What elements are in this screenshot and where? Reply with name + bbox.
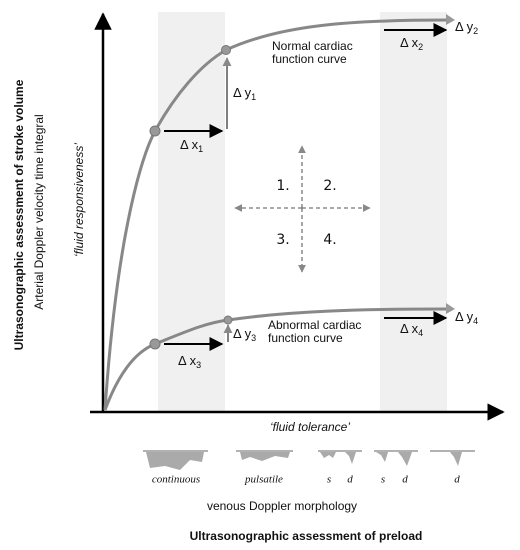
point xyxy=(149,125,161,137)
y-subtitle: Arterial Doppler velocity time integral xyxy=(32,114,46,309)
waveform xyxy=(320,452,356,464)
delta-symbol: Δ x xyxy=(180,137,199,152)
delta-label: Δ y3 xyxy=(233,326,256,343)
curve-label: Normal cardiac xyxy=(272,39,353,53)
delta-sub: 4 xyxy=(473,316,478,326)
quadrant-label: 3. xyxy=(276,232,289,248)
delta-symbol: Δ y xyxy=(233,85,252,100)
y-title: Ultrasonographic assessment of stroke vo… xyxy=(12,79,26,350)
waveform-label: s xyxy=(381,474,385,486)
delta-sub: 2 xyxy=(473,26,478,36)
waveform-label: d xyxy=(454,474,460,486)
delta-sub: 3 xyxy=(251,333,256,343)
x-concept: ‘fluid tolerance’ xyxy=(270,420,350,434)
delta-label: Δ x2 xyxy=(400,35,423,52)
point xyxy=(221,45,231,55)
delta-sub: 2 xyxy=(418,42,423,52)
waveform-label: pulsatile xyxy=(244,474,283,486)
point xyxy=(149,338,161,350)
delta-label: Δ y1 xyxy=(233,85,256,102)
waveform xyxy=(450,452,462,466)
quadrant-label: 2. xyxy=(323,178,336,194)
delta-symbol: Δ x xyxy=(178,353,197,368)
delta-label: Δ x4 xyxy=(400,321,423,338)
quadrant-label: 4. xyxy=(323,232,336,248)
waveform-label: s xyxy=(327,474,331,486)
normal-curve xyxy=(103,18,449,411)
venous-title: venous Doppler morphology xyxy=(207,499,357,513)
x-title: Ultrasonographic assessment of preload xyxy=(190,529,423,543)
waveform-label: d xyxy=(347,474,353,486)
curve-label: function curve xyxy=(272,52,347,66)
waveform-label: continuous xyxy=(152,474,200,486)
delta-label: Δ x3 xyxy=(178,353,201,370)
shaded-band xyxy=(380,12,447,412)
abnormal-curve xyxy=(103,307,449,411)
curve-label: Abnormal cardiac xyxy=(268,318,361,332)
delta-label: Δ y4 xyxy=(455,309,478,326)
delta-sub: 1 xyxy=(198,144,203,154)
y-concept: ‘fluid responsiveness’ xyxy=(72,143,86,257)
shaded-band xyxy=(158,12,225,412)
waveforms xyxy=(143,450,475,470)
delta-sub: 1 xyxy=(251,92,256,102)
waveform xyxy=(240,452,290,461)
quadrant-label: 1. xyxy=(276,178,289,194)
waveform-label: d xyxy=(402,474,408,486)
curve-end xyxy=(446,303,455,314)
waveform xyxy=(376,452,412,466)
delta-label: Δ y2 xyxy=(455,19,478,36)
delta-sub: 3 xyxy=(196,360,201,370)
delta-symbol: Δ y xyxy=(455,19,474,34)
curve-label: function curve xyxy=(268,331,343,345)
curve-end xyxy=(446,14,455,25)
delta-symbol: Δ y xyxy=(455,309,474,324)
point xyxy=(223,315,233,325)
delta-symbol: Δ y xyxy=(233,326,252,341)
delta-symbol: Δ x xyxy=(400,35,419,50)
delta-sub: 4 xyxy=(418,328,423,338)
delta-label: Δ x1 xyxy=(180,137,203,154)
delta-symbol: Δ x xyxy=(400,321,419,336)
waveform xyxy=(146,452,204,470)
